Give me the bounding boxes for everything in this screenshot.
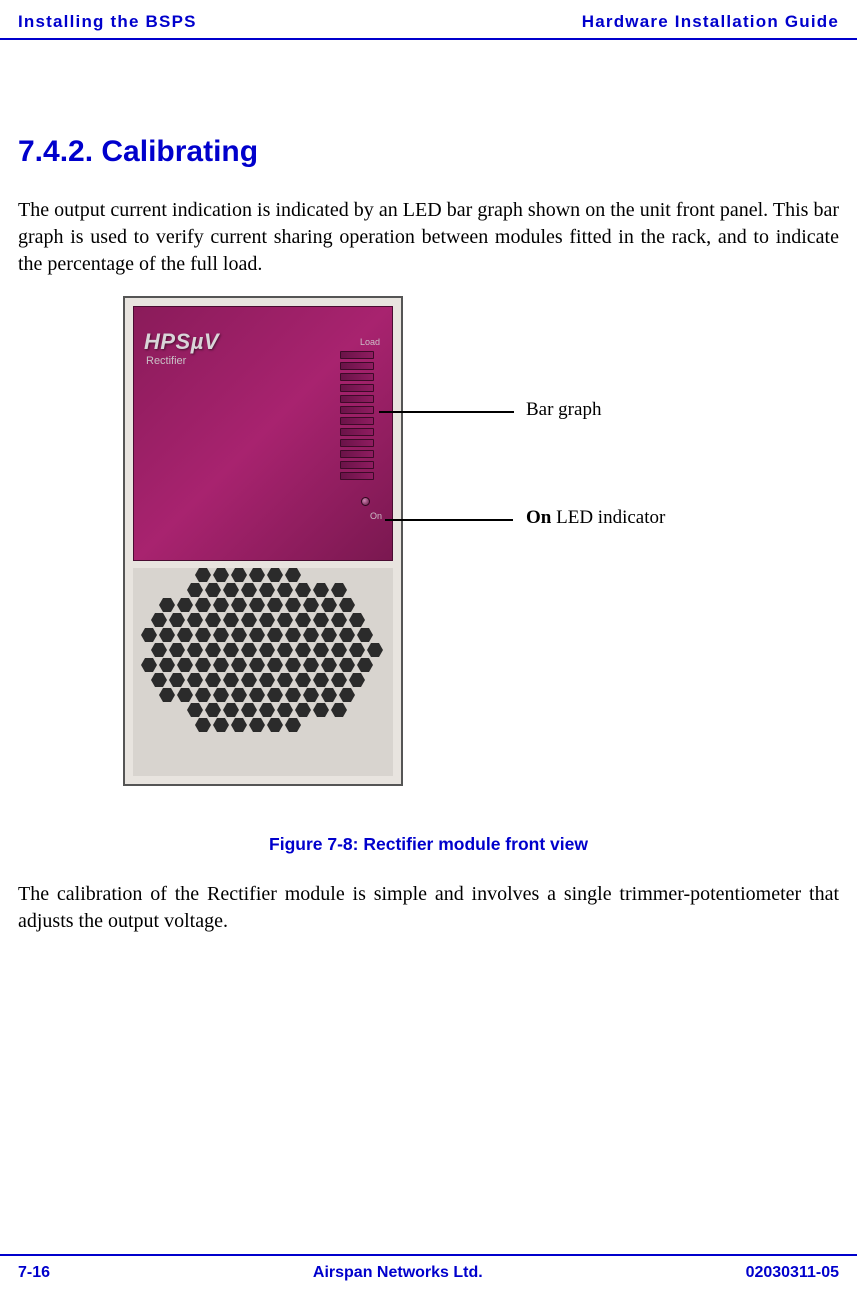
bar-segment [340, 428, 374, 436]
callout-bar-graph: Bar graph [526, 399, 601, 421]
bar-segment [340, 406, 374, 414]
callout-line-2 [385, 519, 513, 521]
bar-segment [340, 351, 374, 359]
callout-line-1 [379, 411, 514, 413]
content-area: 7.4.2. Calibrating The output current in… [0, 135, 857, 935]
callout-on-led: On LED indicator [526, 507, 665, 529]
vent-grille-icon [133, 568, 393, 776]
footer-doc-number: 02030311-05 [746, 1264, 839, 1282]
bar-segment [340, 461, 374, 469]
header-left: Installing the BSPS [18, 12, 197, 32]
on-led-icon [361, 497, 370, 506]
figure-caption: Figure 7-8: Rectifier module front view [18, 834, 839, 855]
page-header: Installing the BSPS Hardware Installatio… [0, 0, 857, 40]
paragraph-1: The output current indication is indicat… [18, 197, 839, 278]
bar-segment [340, 384, 374, 392]
bar-segment [340, 395, 374, 403]
bar-graph-icon [340, 351, 374, 480]
rectifier-top-panel: HPSµV Rectifier Load On [133, 306, 393, 561]
header-right: Hardware Installation Guide [582, 12, 839, 32]
page-footer: 7-16 Airspan Networks Ltd. 02030311-05 [0, 1254, 857, 1300]
callout-on-bold: On [526, 507, 551, 528]
on-led-label: On [370, 511, 382, 521]
page: Installing the BSPS Hardware Installatio… [0, 0, 857, 1300]
bar-segment [340, 439, 374, 447]
callout-on-rest: LED indicator [551, 507, 665, 528]
panel-model-label: HPSµV [144, 329, 219, 355]
footer-company: Airspan Networks Ltd. [313, 1264, 483, 1282]
figure-area: HPSµV Rectifier Load On Bar graph On LED… [18, 296, 839, 816]
paragraph-2: The calibration of the Rectifier module … [18, 881, 839, 935]
bar-segment [340, 362, 374, 370]
bar-segment [340, 472, 374, 480]
bar-segment [340, 417, 374, 425]
bar-segment [340, 450, 374, 458]
section-heading: 7.4.2. Calibrating [18, 135, 839, 169]
panel-sublabel: Rectifier [146, 355, 186, 367]
rectifier-photo: HPSµV Rectifier Load On [123, 296, 403, 786]
load-label: Load [360, 337, 380, 347]
bar-segment [340, 373, 374, 381]
footer-page-number: 7-16 [18, 1264, 50, 1282]
